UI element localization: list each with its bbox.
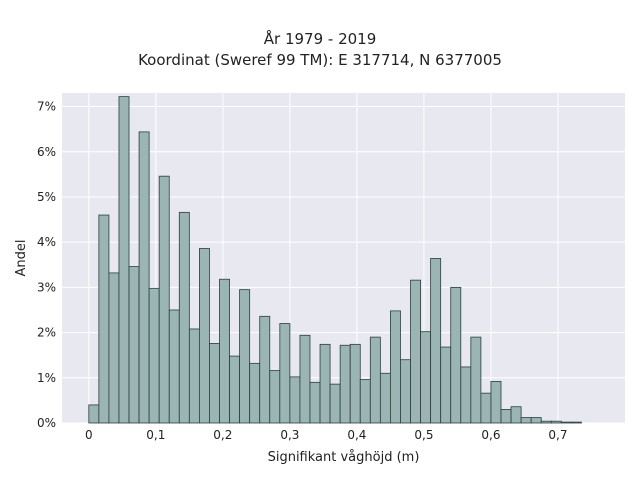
histogram-bar — [88, 404, 100, 424]
histogram-bar — [500, 409, 512, 424]
histogram-bar — [329, 383, 341, 424]
x-tick-label: 0,3 — [280, 428, 299, 442]
histogram-bar — [400, 359, 411, 424]
histogram-bar — [198, 248, 210, 424]
histogram-bar — [249, 362, 261, 424]
histogram-bar — [168, 309, 180, 424]
histogram-bar — [369, 336, 381, 424]
x-tick-label: 0,5 — [414, 428, 433, 442]
histogram-bar — [460, 366, 472, 424]
histogram-bar — [289, 376, 301, 424]
histogram-bar — [470, 336, 482, 424]
x-tick-label: 0,2 — [213, 428, 232, 442]
histogram-bar — [269, 370, 281, 424]
histogram-bar — [430, 258, 442, 424]
histogram-bar — [339, 344, 351, 424]
y-tick-label: 1% — [37, 371, 56, 385]
histogram-bar — [359, 379, 371, 424]
histogram-bar — [98, 214, 110, 424]
histogram-bar — [550, 420, 562, 424]
histogram-bar — [560, 421, 572, 424]
histogram-bar — [530, 417, 542, 424]
histogram-bar — [118, 96, 130, 424]
histogram-bar — [319, 343, 331, 424]
y-tick-label: 7% — [37, 100, 56, 114]
y-tick-label: 3% — [37, 280, 56, 294]
x-tick-label: 0,6 — [481, 428, 500, 442]
histogram-bar — [520, 417, 532, 424]
histogram-bar — [148, 287, 160, 424]
histogram-bar — [440, 346, 452, 424]
y-tick-label: 5% — [37, 190, 56, 204]
histogram-bar — [209, 343, 220, 424]
y-tick-label: 6% — [37, 145, 56, 159]
histogram-bar — [178, 211, 190, 424]
histogram-bar — [279, 323, 291, 424]
histogram-bar — [570, 421, 582, 424]
y-axis-label: Andel — [14, 240, 29, 277]
chart-title: År 1979 - 2019 — [263, 30, 377, 48]
x-tick-label: 0,4 — [347, 428, 366, 442]
histogram-bar — [349, 343, 361, 424]
x-tick-label: 0,1 — [146, 428, 165, 442]
histogram-bar — [188, 328, 200, 424]
x-tick-label: 0,7 — [548, 428, 567, 442]
histogram-bar — [219, 278, 230, 424]
histogram-bar — [128, 266, 140, 424]
y-tick-label: 2% — [37, 326, 56, 340]
histogram-bar — [390, 310, 401, 424]
histogram-bar — [259, 315, 271, 424]
histogram-bar — [138, 131, 150, 424]
y-tick-label: 0% — [37, 416, 56, 430]
histogram-bar — [108, 272, 120, 424]
ticks: 0 0,1 0,2 0,3 0,4 0,5 0,6 0,7 0% 1% 2% 3% 4% 5% 6% 7% — [37, 100, 568, 442]
histogram-bar — [540, 420, 552, 424]
histogram-bar — [379, 372, 391, 424]
histogram-bar — [480, 392, 492, 424]
y-tick-label: 4% — [37, 235, 56, 249]
histogram-bar — [510, 406, 522, 424]
histogram-bar — [229, 355, 241, 424]
histogram-bar — [490, 381, 502, 424]
chart-subtitle: Koordinat (Sweref 99 TM): E 317714, N 63… — [138, 51, 502, 69]
histogram-bar — [239, 289, 251, 424]
bars — [88, 96, 582, 424]
histogram-bar — [420, 331, 432, 424]
histogram-bar — [299, 334, 311, 424]
histogram-bar — [410, 279, 421, 424]
histogram-bar — [309, 381, 321, 424]
histogram-bar — [450, 286, 462, 424]
x-tick-label: 0 — [85, 428, 93, 442]
x-axis-label: Signifikant våghöjd (m) — [268, 450, 420, 465]
histogram-bar — [158, 175, 170, 424]
